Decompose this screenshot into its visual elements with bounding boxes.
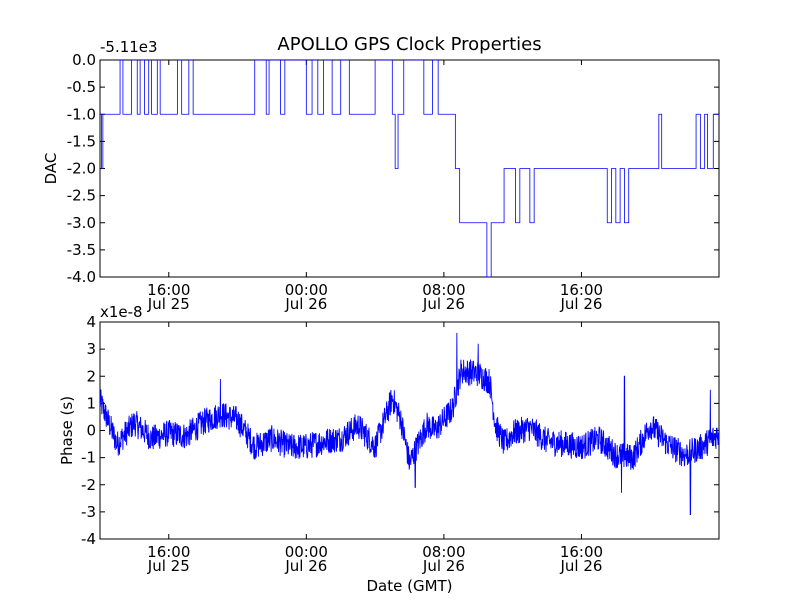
dac-y-tick-label: -0.5 <box>67 78 96 96</box>
dac-x-tick-date: Jul 26 <box>422 295 465 313</box>
dac-y-tick-label: -2.5 <box>67 187 96 205</box>
dac-y-ticks: 0.0 -0.5 -1.0 -1.5 -2.0 -2.5 -3.0 -3.5 -4.0 <box>67 51 719 286</box>
phase-x-tick-time: 16:00 <box>560 543 603 561</box>
dac-y-tick-label: -2.0 <box>67 160 96 178</box>
phase-y-tick-label: -4 <box>81 530 96 548</box>
dac-y-tick-label: -1.0 <box>67 105 96 123</box>
phase-x-tick-date: Jul 25 <box>147 557 190 575</box>
dac-y-tick-label: -4.0 <box>67 268 96 286</box>
phase-x-tick-date: Jul 26 <box>422 557 465 575</box>
dac-x-tick-time: 00:00 <box>285 281 328 299</box>
dac-x-tick-time: 16:00 <box>147 281 190 299</box>
dac-y-tick-label: 0.0 <box>72 51 96 69</box>
dac-x-tick-date: Jul 26 <box>559 295 602 313</box>
phase-y-tick-label: -3 <box>81 503 96 521</box>
dac-y-tick-label: -3.0 <box>67 214 96 232</box>
dac-series <box>100 60 719 277</box>
phase-series <box>100 332 719 516</box>
dac-y-tick-label: -3.5 <box>67 241 96 259</box>
dac-x-tick-time: 16:00 <box>560 281 603 299</box>
phase-x-tick-date: Jul 26 <box>284 557 327 575</box>
phase-y-tick-label: -1 <box>81 449 96 467</box>
dac-series-line <box>100 60 719 277</box>
dac-y-tick-label: -1.5 <box>67 132 96 150</box>
dac-y-axis-label: DAC <box>42 153 60 185</box>
dac-x-tick-time: 08:00 <box>422 281 465 299</box>
phase-x-axis-label: Date (GMT) <box>366 577 452 595</box>
phase-y-tick-label: 2 <box>86 367 96 385</box>
dac-x-tick-date: Jul 25 <box>147 295 190 313</box>
phase-y-tick-label: 3 <box>86 340 96 358</box>
dac-subplot: -5.11e3 DAC 0.0 -0.5 -1.0 -1.5 -2.0 -2.5 -3.0 -… <box>42 38 720 313</box>
phase-x-tick-date: Jul 26 <box>559 557 602 575</box>
dac-x-tick-date: Jul 26 <box>284 295 327 313</box>
phase-y-axis-label: Phase (s) <box>58 396 76 465</box>
chart-title: APOLLO GPS Clock Properties <box>277 34 541 55</box>
phase-offset-label: x1e-8 <box>100 303 143 321</box>
phase-series-line <box>100 332 719 516</box>
phase-y-tick-label: 1 <box>86 394 96 412</box>
phase-y-tick-label: 0 <box>86 422 96 440</box>
dac-offset-label: -5.11e3 <box>100 38 158 56</box>
phase-y-tick-label: -2 <box>81 476 96 494</box>
phase-x-tick-time: 08:00 <box>422 543 465 561</box>
phase-subplot: x1e-8 Phase (s) Date (GMT) 4 3 2 1 0 -1 -2 -3 -4… <box>58 303 720 595</box>
phase-x-tick-time: 00:00 <box>285 543 328 561</box>
phase-x-tick-time: 16:00 <box>147 543 190 561</box>
phase-y-tick-label: 4 <box>86 313 96 331</box>
